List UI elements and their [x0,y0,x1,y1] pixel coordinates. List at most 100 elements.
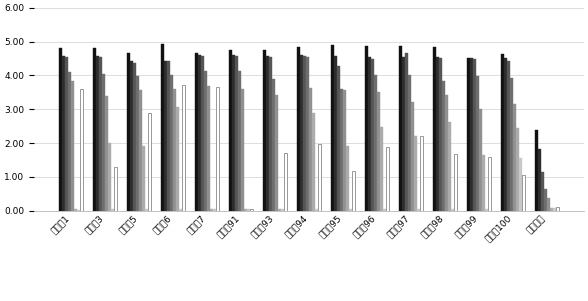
Bar [556,207,559,211]
Bar [448,122,451,211]
Bar [343,90,346,211]
Bar [315,209,318,211]
Bar [417,209,420,211]
Bar [346,146,349,211]
Bar [59,48,62,211]
Bar [470,58,473,211]
Bar [114,167,117,211]
Bar [195,53,198,211]
Bar [519,158,522,211]
Bar [201,56,204,211]
Bar [473,59,476,211]
Bar [102,74,105,211]
Bar [232,55,235,211]
Bar [414,136,417,211]
Bar [71,81,74,211]
Bar [488,157,491,211]
Bar [312,113,315,211]
Bar [442,81,445,211]
Bar [142,146,145,211]
Bar [167,61,170,211]
Bar [352,171,355,211]
Bar [161,44,164,211]
Bar [309,88,312,211]
Bar [482,155,485,211]
Bar [266,56,269,211]
Bar [510,78,513,211]
Bar [439,58,442,211]
Bar [383,209,386,211]
Bar [213,209,216,211]
Bar [513,104,516,211]
Bar [68,72,71,211]
Bar [371,59,374,211]
Bar [210,209,213,211]
Bar [263,50,266,211]
Bar [281,209,284,211]
Bar [377,92,380,211]
Bar [244,209,247,211]
Bar [337,66,340,211]
Bar [334,56,337,211]
Bar [145,209,148,211]
Bar [467,58,470,211]
Bar [541,172,544,211]
Bar [198,55,201,211]
Bar [451,209,454,211]
Bar [130,61,133,211]
Bar [399,45,402,211]
Bar [300,55,303,211]
Bar [368,57,371,211]
Bar [105,96,108,211]
Bar [374,75,377,211]
Bar [306,57,309,211]
Bar [278,209,281,211]
Bar [454,154,457,211]
Bar [522,175,525,211]
Bar [349,209,352,211]
Bar [216,87,219,211]
Bar [238,71,241,211]
Bar [538,149,541,211]
Bar [504,58,507,211]
Bar [402,57,405,211]
Bar [433,47,436,211]
Bar [182,85,185,211]
Bar [133,63,136,211]
Bar [250,209,253,211]
Bar [501,54,504,211]
Bar [96,56,99,211]
Bar [272,79,275,211]
Bar [179,209,182,211]
Bar [445,95,448,211]
Bar [80,89,83,211]
Bar [241,89,244,211]
Bar [420,136,423,211]
Bar [284,153,287,211]
Bar [535,130,538,211]
Bar [275,95,278,211]
Bar [411,102,414,211]
Bar [297,47,300,211]
Bar [207,86,210,211]
Bar [139,90,142,211]
Bar [111,209,114,211]
Bar [507,61,510,211]
Bar [436,57,439,211]
Bar [235,56,238,211]
Bar [547,198,550,211]
Bar [229,50,232,211]
Bar [516,129,519,211]
Bar [553,208,556,211]
Bar [386,147,389,211]
Bar [380,127,383,211]
Bar [408,75,411,211]
Bar [405,53,408,211]
Bar [99,57,102,211]
Bar [204,71,207,211]
Bar [269,57,272,211]
Bar [176,107,179,211]
Bar [127,53,130,211]
Bar [479,109,482,211]
Bar [62,56,65,211]
